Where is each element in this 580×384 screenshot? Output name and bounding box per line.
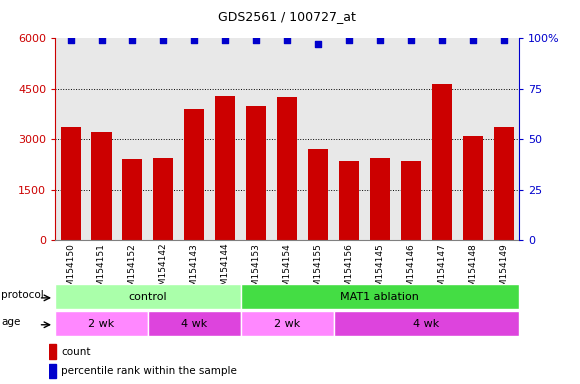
- Bar: [148, 311, 241, 336]
- Point: [375, 37, 385, 43]
- Point: [190, 37, 199, 43]
- Bar: [184, 109, 204, 240]
- Point: [313, 41, 322, 48]
- Text: MAT1 ablation: MAT1 ablation: [340, 291, 419, 302]
- Bar: [241, 311, 334, 336]
- Point: [159, 37, 168, 43]
- Bar: [60, 127, 81, 240]
- Bar: [308, 149, 328, 240]
- Text: 2 wk: 2 wk: [274, 318, 300, 329]
- Bar: [241, 284, 519, 309]
- Bar: [49, 364, 56, 378]
- Bar: [122, 159, 143, 240]
- Bar: [432, 84, 452, 240]
- Point: [220, 37, 230, 43]
- Bar: [215, 96, 235, 240]
- Point: [437, 37, 447, 43]
- Point: [252, 37, 261, 43]
- Bar: [55, 311, 148, 336]
- Point: [406, 37, 415, 43]
- Bar: [463, 136, 483, 240]
- Point: [499, 37, 508, 43]
- Point: [128, 37, 137, 43]
- Text: count: count: [61, 347, 90, 357]
- Text: control: control: [129, 291, 167, 302]
- Point: [66, 37, 75, 43]
- Point: [345, 37, 354, 43]
- Point: [282, 37, 292, 43]
- Bar: [370, 158, 390, 240]
- Text: 4 wk: 4 wk: [413, 318, 440, 329]
- Text: 4 wk: 4 wk: [181, 318, 208, 329]
- Bar: [153, 158, 173, 240]
- Bar: [92, 132, 111, 240]
- Bar: [277, 97, 297, 240]
- Bar: [401, 161, 421, 240]
- Text: percentile rank within the sample: percentile rank within the sample: [61, 366, 237, 376]
- Bar: [55, 284, 241, 309]
- Bar: [494, 127, 514, 240]
- Bar: [334, 311, 519, 336]
- Bar: [246, 106, 266, 240]
- Bar: [339, 161, 359, 240]
- Text: age: age: [1, 317, 20, 327]
- Text: 2 wk: 2 wk: [88, 318, 115, 329]
- Point: [97, 37, 106, 43]
- Text: GDS2561 / 100727_at: GDS2561 / 100727_at: [218, 10, 356, 23]
- Text: protocol: protocol: [1, 290, 44, 300]
- Point: [468, 37, 477, 43]
- Bar: [49, 344, 56, 359]
